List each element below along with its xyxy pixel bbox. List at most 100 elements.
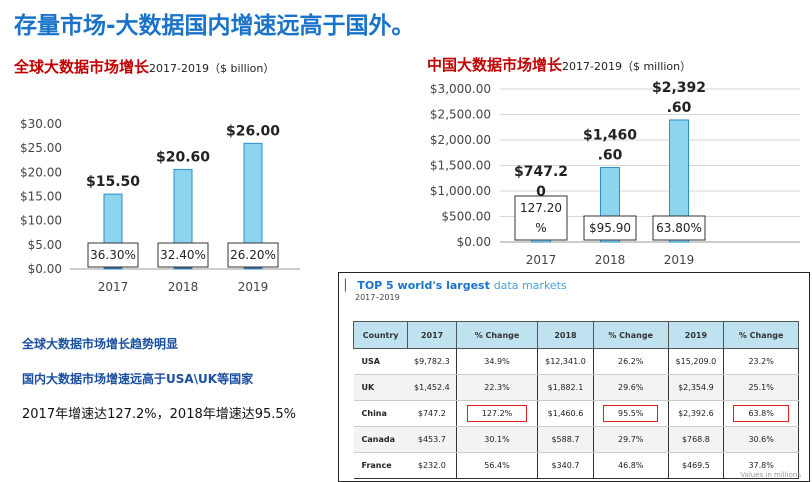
cell-change-2019: 30.6% — [723, 426, 799, 453]
y-tick-label: $1,500.00 — [430, 159, 491, 173]
bar — [669, 119, 689, 243]
note-china-growth: 国内大数据市场增速远高于USA\UK等国家 — [22, 372, 254, 386]
cell-change-2018: 29.7% — [592, 426, 669, 453]
cell-value-2019: $2,392.6 — [668, 400, 724, 427]
global-chart-subtitle: 2017-2019（$ billion） — [149, 62, 275, 75]
title-bar-icon: ▏ — [345, 279, 354, 292]
top5-markets-panel: ▏ TOP 5 world's largest data markets 201… — [338, 272, 810, 482]
data-label: $20.60 — [156, 149, 210, 165]
growth-label: 36.30% — [90, 248, 136, 262]
y-tick-label: $25.00 — [20, 141, 62, 155]
china-chart-title-text: 中国大数据市场增长 — [427, 56, 563, 74]
header-change-2018: % Change — [592, 321, 669, 349]
cell-change-2019: 37.8% — [723, 452, 799, 479]
highlight-box: 95.5% — [602, 405, 659, 422]
growth-label: % — [535, 221, 546, 235]
y-tick-label: $10.00 — [20, 214, 62, 228]
cell-value-2019: $469.5 — [668, 452, 724, 479]
growth-label: 63.80% — [656, 221, 702, 235]
growth-box — [583, 215, 637, 241]
note-growth-rates: 2017年增速达127.2%，2018年增速达95.5% — [22, 407, 297, 422]
data-label: $2,392 — [652, 80, 706, 96]
data-label: $15.50 — [86, 174, 140, 190]
cell-change-2019: 23.2% — [723, 348, 799, 375]
cell-change-2018: 26.2% — [592, 348, 669, 375]
cell-value-2017: $1,452.4 — [407, 374, 457, 401]
table-row: France $232.0 56.4% $340.7 46.8% $469.5 … — [353, 452, 799, 479]
table-panel-title-bold: TOP 5 world's largest — [357, 279, 490, 292]
cell-value-2017: $453.7 — [407, 426, 457, 453]
table-panel-subtitle: 2017–2019 — [355, 293, 400, 302]
growth-label: 127.20 — [520, 201, 562, 215]
cell-change-2017-highlighted: 127.2% — [455, 400, 539, 427]
cell-value-2017: $232.0 — [407, 452, 457, 479]
table-row: Canada $453.7 30.1% $588.7 29.7% $768.8 … — [353, 426, 799, 453]
china-chart-title: 中国大数据市场增长2017-2019（$ million） — [427, 54, 691, 75]
x-tick-label: 2017 — [526, 253, 557, 267]
cell-value-2018: $1,882.1 — [537, 374, 594, 401]
cell-change-2019-highlighted: 63.8% — [723, 400, 799, 427]
growth-box — [87, 242, 139, 268]
header-change-2019: % Change — [723, 321, 799, 349]
global-chart-title-text: 全球大数据市场增长 — [14, 58, 150, 76]
cell-value-2018: $12,341.0 — [537, 348, 594, 375]
header-2017: 2017 — [407, 321, 457, 349]
china-market-chart: $0.00 $500.00 $1,000.00 $1,500.00 $2,000.00 $… — [430, 80, 800, 267]
y-tick-label: $0.00 — [28, 262, 62, 276]
cell-change-2019: 25.1% — [723, 374, 799, 401]
cell-country: France — [353, 452, 408, 479]
cell-value-2018: $340.7 — [537, 452, 594, 479]
table-row: China $747.2 127.2% $1,460.6 95.5% $2,39… — [353, 400, 799, 427]
x-tick-label: 2019 — [238, 280, 269, 294]
data-label: .60 — [598, 148, 623, 164]
highlight-box: 63.8% — [733, 405, 789, 422]
note-global-trend: 全球大数据市场增长趋势明显 — [22, 337, 179, 351]
cell-country: China — [353, 400, 408, 427]
cell-country: Canada — [353, 426, 408, 453]
cell-value-2018: $588.7 — [537, 426, 594, 453]
x-tick-label: 2017 — [98, 280, 129, 294]
data-label: $26.00 — [226, 123, 280, 139]
table-row: UK $1,452.4 22.3% $1,882.1 29.6% $2,354.… — [353, 374, 799, 401]
y-tick-label: $30.00 — [20, 117, 62, 131]
y-tick-label: $2,000.00 — [430, 133, 491, 147]
global-market-chart: $0.00 $5.00 $10.00 $15.00 $20.00 $25.00 $30.00… — [20, 117, 300, 294]
cell-value-2018: $1,460.6 — [537, 400, 594, 427]
header-2018: 2018 — [537, 321, 594, 349]
cell-country: UK — [353, 374, 408, 401]
y-tick-label: $15.00 — [20, 190, 62, 204]
y-tick-label: $1,000.00 — [430, 184, 491, 198]
data-label: 0 — [536, 184, 546, 200]
data-label: $1,460 — [583, 128, 637, 144]
y-tick-label: $0.00 — [457, 235, 491, 249]
y-tick-label: $5.00 — [28, 238, 62, 252]
cell-value-2017: $9,782.3 — [407, 348, 457, 375]
table-panel-title-light: data markets — [493, 279, 567, 292]
x-tick-label: 2018 — [595, 253, 626, 267]
growth-box — [514, 195, 568, 241]
cell-country: USA — [353, 348, 408, 375]
china-chart-subtitle: 2017-2019（$ million） — [562, 60, 692, 73]
growth-label: 32.40% — [160, 248, 206, 262]
y-tick-label: $500.00 — [441, 210, 491, 224]
header-change-2017: % Change — [455, 321, 539, 349]
cell-change-2017: 56.4% — [455, 452, 539, 479]
data-label: $747.2 — [514, 164, 568, 180]
cell-value-2019: $2,354.9 — [668, 374, 724, 401]
y-tick-label: $20.00 — [20, 165, 62, 179]
cell-value-2019: $15,209.0 — [668, 348, 724, 375]
header-country: Country — [352, 321, 409, 349]
table-row: USA $9,782.3 34.9% $12,341.0 26.2% $15,2… — [353, 348, 799, 375]
cell-value-2017: $747.2 — [407, 400, 457, 427]
highlight-box: 127.2% — [466, 405, 528, 422]
growth-label: 26.20% — [230, 248, 276, 262]
growth-box — [157, 242, 209, 268]
x-tick-label: 2018 — [168, 280, 199, 294]
growth-box — [227, 242, 279, 268]
growth-box — [652, 215, 706, 241]
cell-change-2018: 46.8% — [592, 452, 669, 479]
cell-change-2017: 30.1% — [455, 426, 539, 453]
cell-change-2018: 29.6% — [592, 374, 669, 401]
x-tick-label: 2019 — [664, 253, 695, 267]
cell-change-2017: 34.9% — [455, 348, 539, 375]
